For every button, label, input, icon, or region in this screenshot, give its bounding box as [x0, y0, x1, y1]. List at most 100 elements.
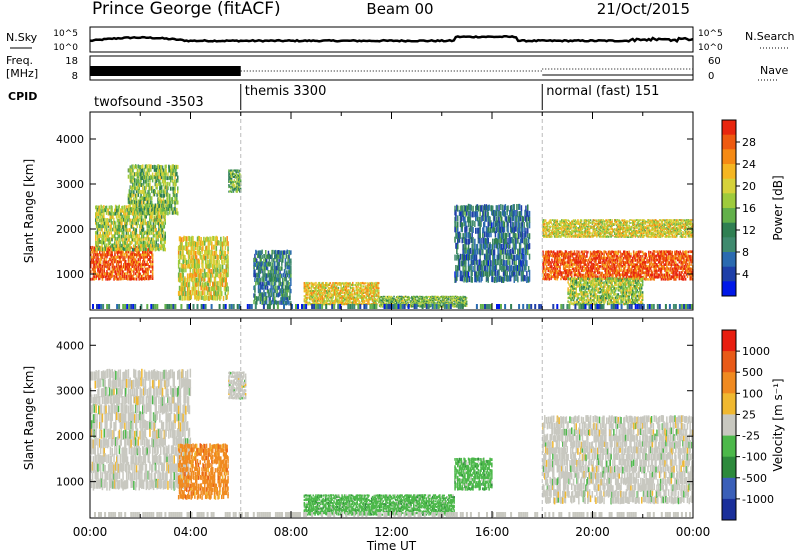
power-panel-cell [140, 218, 142, 223]
power-panel-cell [466, 303, 468, 305]
power-panel-cell [134, 172, 136, 177]
power-panel-cell [148, 193, 150, 198]
power-panel-cell [99, 269, 102, 273]
power-panel-cell [150, 277, 152, 280]
power-panel-cell [173, 186, 175, 191]
power-panel-cell [151, 172, 154, 177]
power-panel-cell [148, 241, 150, 245]
power-panel-cell [175, 197, 177, 201]
power-panel-cell [151, 262, 154, 266]
power-panel-cell [111, 257, 113, 261]
power-panel-cell [466, 225, 468, 232]
power-panel-cell [146, 224, 148, 228]
power-panel-cell [95, 221, 98, 226]
power-panel-cell [188, 264, 191, 269]
power-panel-cell [121, 243, 123, 248]
power-panel-cell [129, 257, 131, 261]
power-panel-cell [282, 272, 285, 278]
power-panel-cell [161, 179, 164, 184]
power-panel-cell [171, 164, 174, 169]
power-panel-cell [491, 249, 493, 256]
power-panel-cell [167, 186, 169, 191]
power-panel-cell [276, 258, 279, 263]
power-panel-cell [483, 231, 486, 238]
power-panel-cell [115, 246, 118, 251]
power-panel-cell [148, 244, 150, 249]
power-panel-cell [98, 258, 100, 261]
power-panel-cell [135, 217, 138, 222]
power-panel-cell [139, 238, 141, 242]
power-panel-cell [95, 215, 98, 219]
power-panel-cell [137, 262, 140, 266]
power-panel-cell [191, 235, 193, 241]
power-panel-cell [93, 246, 96, 250]
power-panel-cell [457, 215, 459, 222]
power-panel-cell [144, 236, 147, 241]
power-panel-cell [151, 267, 154, 271]
power-panel-cell [134, 260, 136, 263]
power-panel-cell [172, 189, 175, 194]
power-panel-cell [144, 179, 147, 184]
power-panel-cell [148, 231, 150, 236]
power-panel-cell [163, 200, 166, 205]
power-panel-cell [97, 257, 99, 261]
power-panel-cell [482, 249, 484, 256]
power-panel-cell [151, 275, 154, 278]
power-panel-cell [163, 175, 166, 180]
power-panel-cell [135, 253, 138, 257]
power-panel-cell [150, 274, 152, 278]
power-panel-cell [385, 295, 387, 298]
power-panel-cell [123, 237, 126, 241]
power-panel-cell [142, 253, 144, 256]
power-panel-cell [136, 215, 138, 220]
power-panel-cell [123, 225, 125, 229]
power-panel-cell [133, 272, 135, 276]
power-panel-cell [97, 227, 100, 232]
power-panel-cell [183, 258, 185, 264]
power-panel-cell [184, 255, 186, 260]
power-panel-cell [150, 247, 153, 252]
power-panel-cell [103, 272, 105, 276]
power-panel-cell [164, 210, 166, 215]
power-panel-cell [124, 234, 127, 239]
power-panel-cell [148, 205, 150, 210]
power-panel-cell [151, 243, 154, 248]
power-panel-cell [155, 185, 157, 190]
power-panel-cell [103, 208, 105, 213]
power-panel-cell [97, 273, 99, 276]
power-panel-cell [144, 267, 147, 271]
power-panel-cell [117, 214, 120, 219]
power-panel-cell [193, 245, 195, 251]
power-panel-cell [129, 218, 131, 223]
power-panel-cell [159, 224, 161, 229]
power-panel-cell [123, 218, 126, 223]
power-panel-cell [118, 237, 120, 242]
power-panel-cell [145, 274, 148, 278]
power-panel-cell [331, 299, 333, 302]
power-panel-cell [466, 238, 468, 245]
power-panel-cell [225, 286, 227, 292]
power-panel-cell [118, 224, 120, 228]
power-panel-cell [128, 238, 130, 242]
power-panel-cell [117, 246, 120, 251]
power-panel-cell [162, 193, 165, 198]
power-panel-cell [156, 234, 158, 239]
nsearch-label: N.Search [745, 30, 795, 43]
power-panel-cell [123, 205, 126, 209]
power-panel-cell [187, 291, 190, 297]
power-panel-cell [116, 237, 119, 241]
power-panel-cell [148, 253, 150, 257]
power-panel-cell [221, 282, 224, 287]
power-panel-cell [99, 262, 101, 266]
power-panel-cell [93, 248, 96, 252]
power-panel-cell [109, 253, 112, 257]
power-panel-cell [140, 247, 142, 252]
power-panel-cell [114, 221, 117, 226]
power-panel-cell [165, 206, 167, 211]
power-panel-cell [123, 214, 126, 219]
power-panel-cell [144, 186, 147, 191]
power-panel-cell [145, 207, 148, 212]
power-panel-cell [171, 167, 174, 172]
power-panel-cell [95, 205, 97, 210]
power-panel-cell [99, 262, 102, 266]
